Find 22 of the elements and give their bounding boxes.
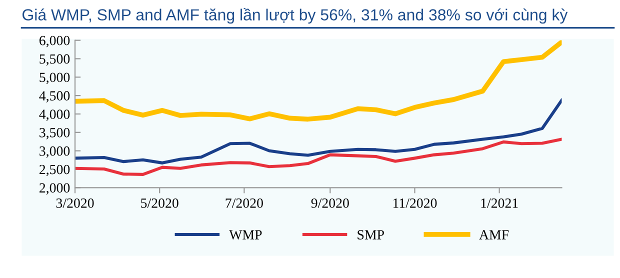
y-tick-label: 5,000 [40, 72, 70, 84]
y-tick-label: 3,000 [40, 146, 70, 158]
legend-label: WMP [229, 230, 262, 240]
y-tick-label: 6,000 [40, 36, 70, 48]
y-tick-label: 5,500 [40, 54, 70, 66]
legend-label: SMP [358, 230, 384, 240]
x-tick-label: 9/2020 [311, 198, 349, 208]
line-series [75, 40, 562, 122]
legend-label: AMF [479, 230, 509, 240]
y-tick-label: 4,000 [39, 110, 70, 121]
line-series [75, 138, 562, 176]
y-tick-label: 2,500 [40, 164, 70, 176]
x-tick-label: 1/2021 [481, 198, 518, 208]
x-tick-label: 7/2020 [226, 198, 263, 208]
x-tick-label: 5/2020 [141, 198, 178, 208]
x-tick-label: 3/2020 [56, 198, 94, 208]
x-tick-label: 11/2020 [393, 198, 437, 208]
y-tick-label: 3,500 [40, 128, 70, 140]
y-tick-label: 2,000 [40, 183, 70, 195]
y-tick-label: 4,500 [39, 91, 70, 103]
line-series [75, 98, 562, 164]
chart-title: Giá WMP, SMP and AMF tăng lần lượt by 56%, 31% and 38% so với cùng kỳ [22, 8, 568, 24]
